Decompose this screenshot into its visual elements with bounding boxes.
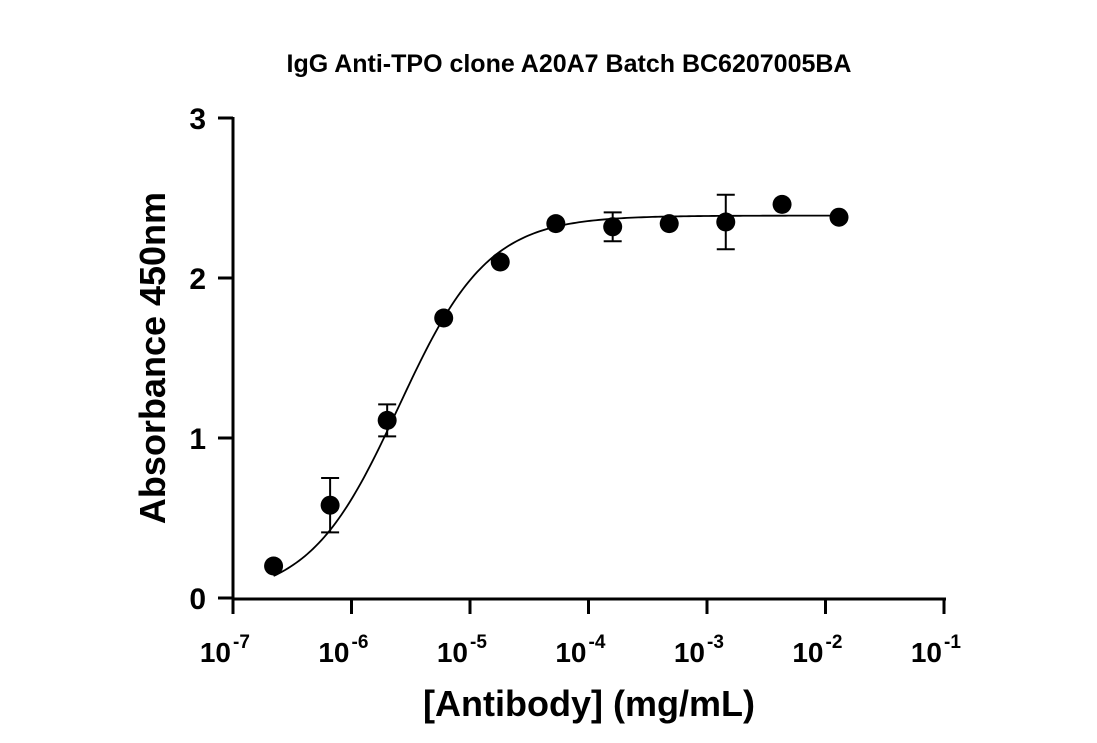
x-tick-label: 10 -4 (555, 632, 605, 668)
x-tick-label: 10 -3 (674, 632, 724, 668)
data-point (320, 495, 340, 515)
fit-curve-layer (273, 214, 839, 577)
x-tick-base: 10 (437, 637, 468, 668)
x-axis-label: [Antibody] (mg/mL) (423, 683, 755, 724)
x-tick-label: 10 -2 (792, 632, 842, 668)
x-tick-label: 10 -1 (911, 632, 961, 668)
data-point (603, 217, 623, 237)
x-tick-exponent: -6 (352, 632, 369, 653)
data-point (829, 207, 849, 227)
x-tick-exponent: -2 (826, 632, 843, 653)
x-tick-label: 10 -6 (318, 632, 368, 668)
fit-curve (273, 214, 839, 577)
y-tick-label: 2 (189, 263, 206, 296)
x-tick-base: 10 (318, 637, 349, 668)
x-tick-label: 10 -5 (437, 632, 487, 668)
data-point (434, 308, 454, 328)
data-point (546, 214, 566, 234)
x-tick-base: 10 (674, 637, 705, 668)
y-axis-label: Absorbance 450nm (132, 192, 173, 524)
x-axis-ticks: 10 -7 10 -6 10 -5 10 -4 10 -3 10 -2 10 -1 (200, 599, 961, 668)
y-axis-ticks: 0 1 2 3 (189, 103, 233, 616)
data-point (772, 194, 792, 214)
x-tick-exponent: -7 (233, 632, 250, 653)
data-point (659, 214, 679, 234)
x-tick-base: 10 (555, 637, 586, 668)
x-tick-exponent: -4 (589, 632, 606, 653)
data-point (716, 212, 736, 232)
data-point (377, 410, 397, 430)
y-tick-label: 3 (189, 103, 206, 136)
data-points-layer (264, 193, 849, 576)
y-tick-label: 0 (189, 583, 206, 616)
x-tick-base: 10 (911, 637, 942, 668)
x-tick-exponent: -3 (707, 632, 724, 653)
x-tick-exponent: -5 (470, 632, 487, 653)
x-tick-base: 10 (200, 637, 231, 668)
y-tick-label: 1 (189, 423, 206, 456)
x-tick-exponent: -1 (944, 632, 961, 653)
data-point (264, 556, 284, 576)
x-tick-label: 10 -7 (200, 632, 250, 668)
chart-title: IgG Anti-TPO clone A20A7 Batch BC6207005… (287, 50, 852, 78)
x-tick-base: 10 (792, 637, 823, 668)
data-point (490, 252, 510, 272)
